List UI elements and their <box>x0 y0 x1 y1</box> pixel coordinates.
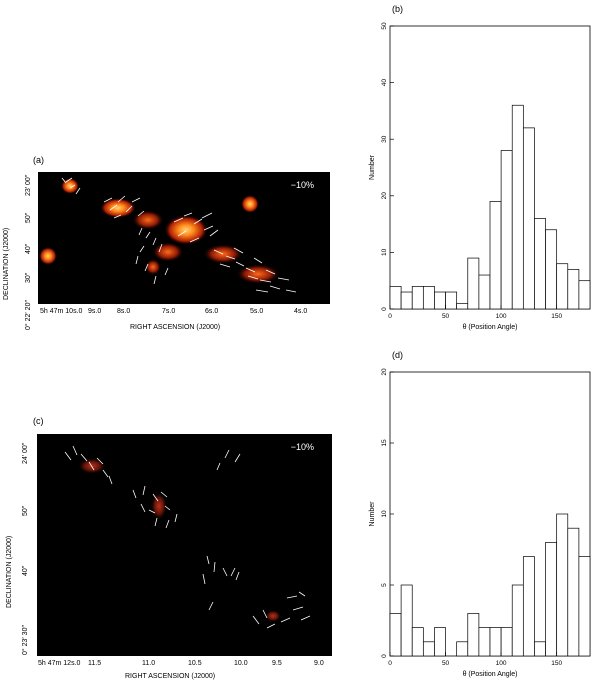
panel-c-xlabel: RIGHT ASCENSION (J2000) <box>125 673 216 680</box>
histogram-bar <box>578 556 591 657</box>
y-tick-label: 0 <box>381 654 388 658</box>
histogram-bar <box>389 613 402 657</box>
histogram-bar <box>556 513 569 657</box>
histogram-bar <box>578 280 591 310</box>
panel-a-x-tick: 5s.0 <box>250 308 264 315</box>
histogram-bar <box>434 627 446 657</box>
histogram-bar <box>400 584 413 657</box>
x-tick-label: 0 <box>388 660 392 667</box>
panel-a-x-tick: 8s.0 <box>117 308 131 315</box>
panel-a-xlabel: RIGHT ASCENSION (J2000) <box>130 324 221 331</box>
y-axis-label: Number <box>369 154 376 180</box>
histogram-bar <box>456 641 469 657</box>
histogram-bar <box>422 641 435 657</box>
panel-c-scale-label: −10% <box>290 442 314 452</box>
panel-c-x-tick: 10.0 <box>234 660 248 667</box>
x-tick-label: 100 <box>496 313 507 320</box>
panel-a-x-tick: 4s.0 <box>294 308 308 315</box>
x-tick-label: 50 <box>442 660 450 667</box>
panel-c-label: (c) <box>33 416 44 426</box>
y-tick-label: 5 <box>381 583 388 587</box>
panel-c-x-tick: 9.5 <box>272 660 282 667</box>
x-axis-label: θ (Position Angle) <box>463 324 518 331</box>
panel-c-x-tick: 11.5 <box>88 660 102 667</box>
panel-c-x-tick: 9.0 <box>314 660 324 667</box>
y-tick-label: 15 <box>381 439 388 447</box>
x-tick-label: 0 <box>388 313 392 320</box>
histogram-bar <box>467 613 480 657</box>
panel-a-x-tick: 9s.0 <box>88 308 102 315</box>
panel-c-x-tick: 5h 47m 12s.0 <box>38 660 81 667</box>
panel-a-emission <box>39 177 297 293</box>
x-tick-label: 150 <box>551 313 562 320</box>
histogram-bar <box>445 291 458 310</box>
x-tick-label: 50 <box>442 313 450 320</box>
x-tick-label: 100 <box>496 660 507 667</box>
panel-a-polarization-map: −10% <box>38 172 330 304</box>
histogram-bar <box>567 527 580 657</box>
x-tick-label: 150 <box>551 660 562 667</box>
histogram-bar <box>500 627 513 657</box>
panel-c-emission <box>64 445 311 629</box>
histogram-bar <box>511 584 524 657</box>
histogram-bar <box>489 627 502 657</box>
y-tick-label: 10 <box>381 510 388 518</box>
panel-label: (d) <box>392 350 403 360</box>
histogram-bar <box>478 627 491 657</box>
panel-a-scale-label: −10% <box>290 180 314 190</box>
panel-a-x-tick: 7s.0 <box>162 308 176 315</box>
y-tick-label: 40 <box>381 79 388 87</box>
panel-label: (b) <box>392 4 403 14</box>
histogram-bar <box>545 542 558 657</box>
y-tick-label: 20 <box>381 368 388 376</box>
histogram-bar <box>522 556 535 657</box>
panel-c-x-tick: 10.5 <box>188 660 202 667</box>
panel-a-x-tick: 5h 47m 10s.0 <box>40 308 83 315</box>
panel-a-x-tick: 6s.0 <box>205 308 219 315</box>
histogram-b: (b) 0 50 100 150 0 10 20 30 40 50 θ (Position Angle… <box>369 4 591 331</box>
y-tick-label: 50 <box>381 22 388 30</box>
y-tick-label: 30 <box>381 135 388 143</box>
panel-a-label: (a) <box>33 155 44 165</box>
y-axis-label: Number <box>369 501 376 527</box>
x-axis-label: θ (Position Angle) <box>463 671 518 678</box>
histogram-bar <box>534 641 546 657</box>
histogram-bar <box>411 627 424 657</box>
panel-c-polarization-map: −10% <box>37 434 332 656</box>
panel-c-x-tick: 11.0 <box>142 660 156 667</box>
y-tick-label: 10 <box>381 248 388 256</box>
y-tick-label: 0 <box>381 307 388 311</box>
y-tick-label: 20 <box>381 192 388 200</box>
